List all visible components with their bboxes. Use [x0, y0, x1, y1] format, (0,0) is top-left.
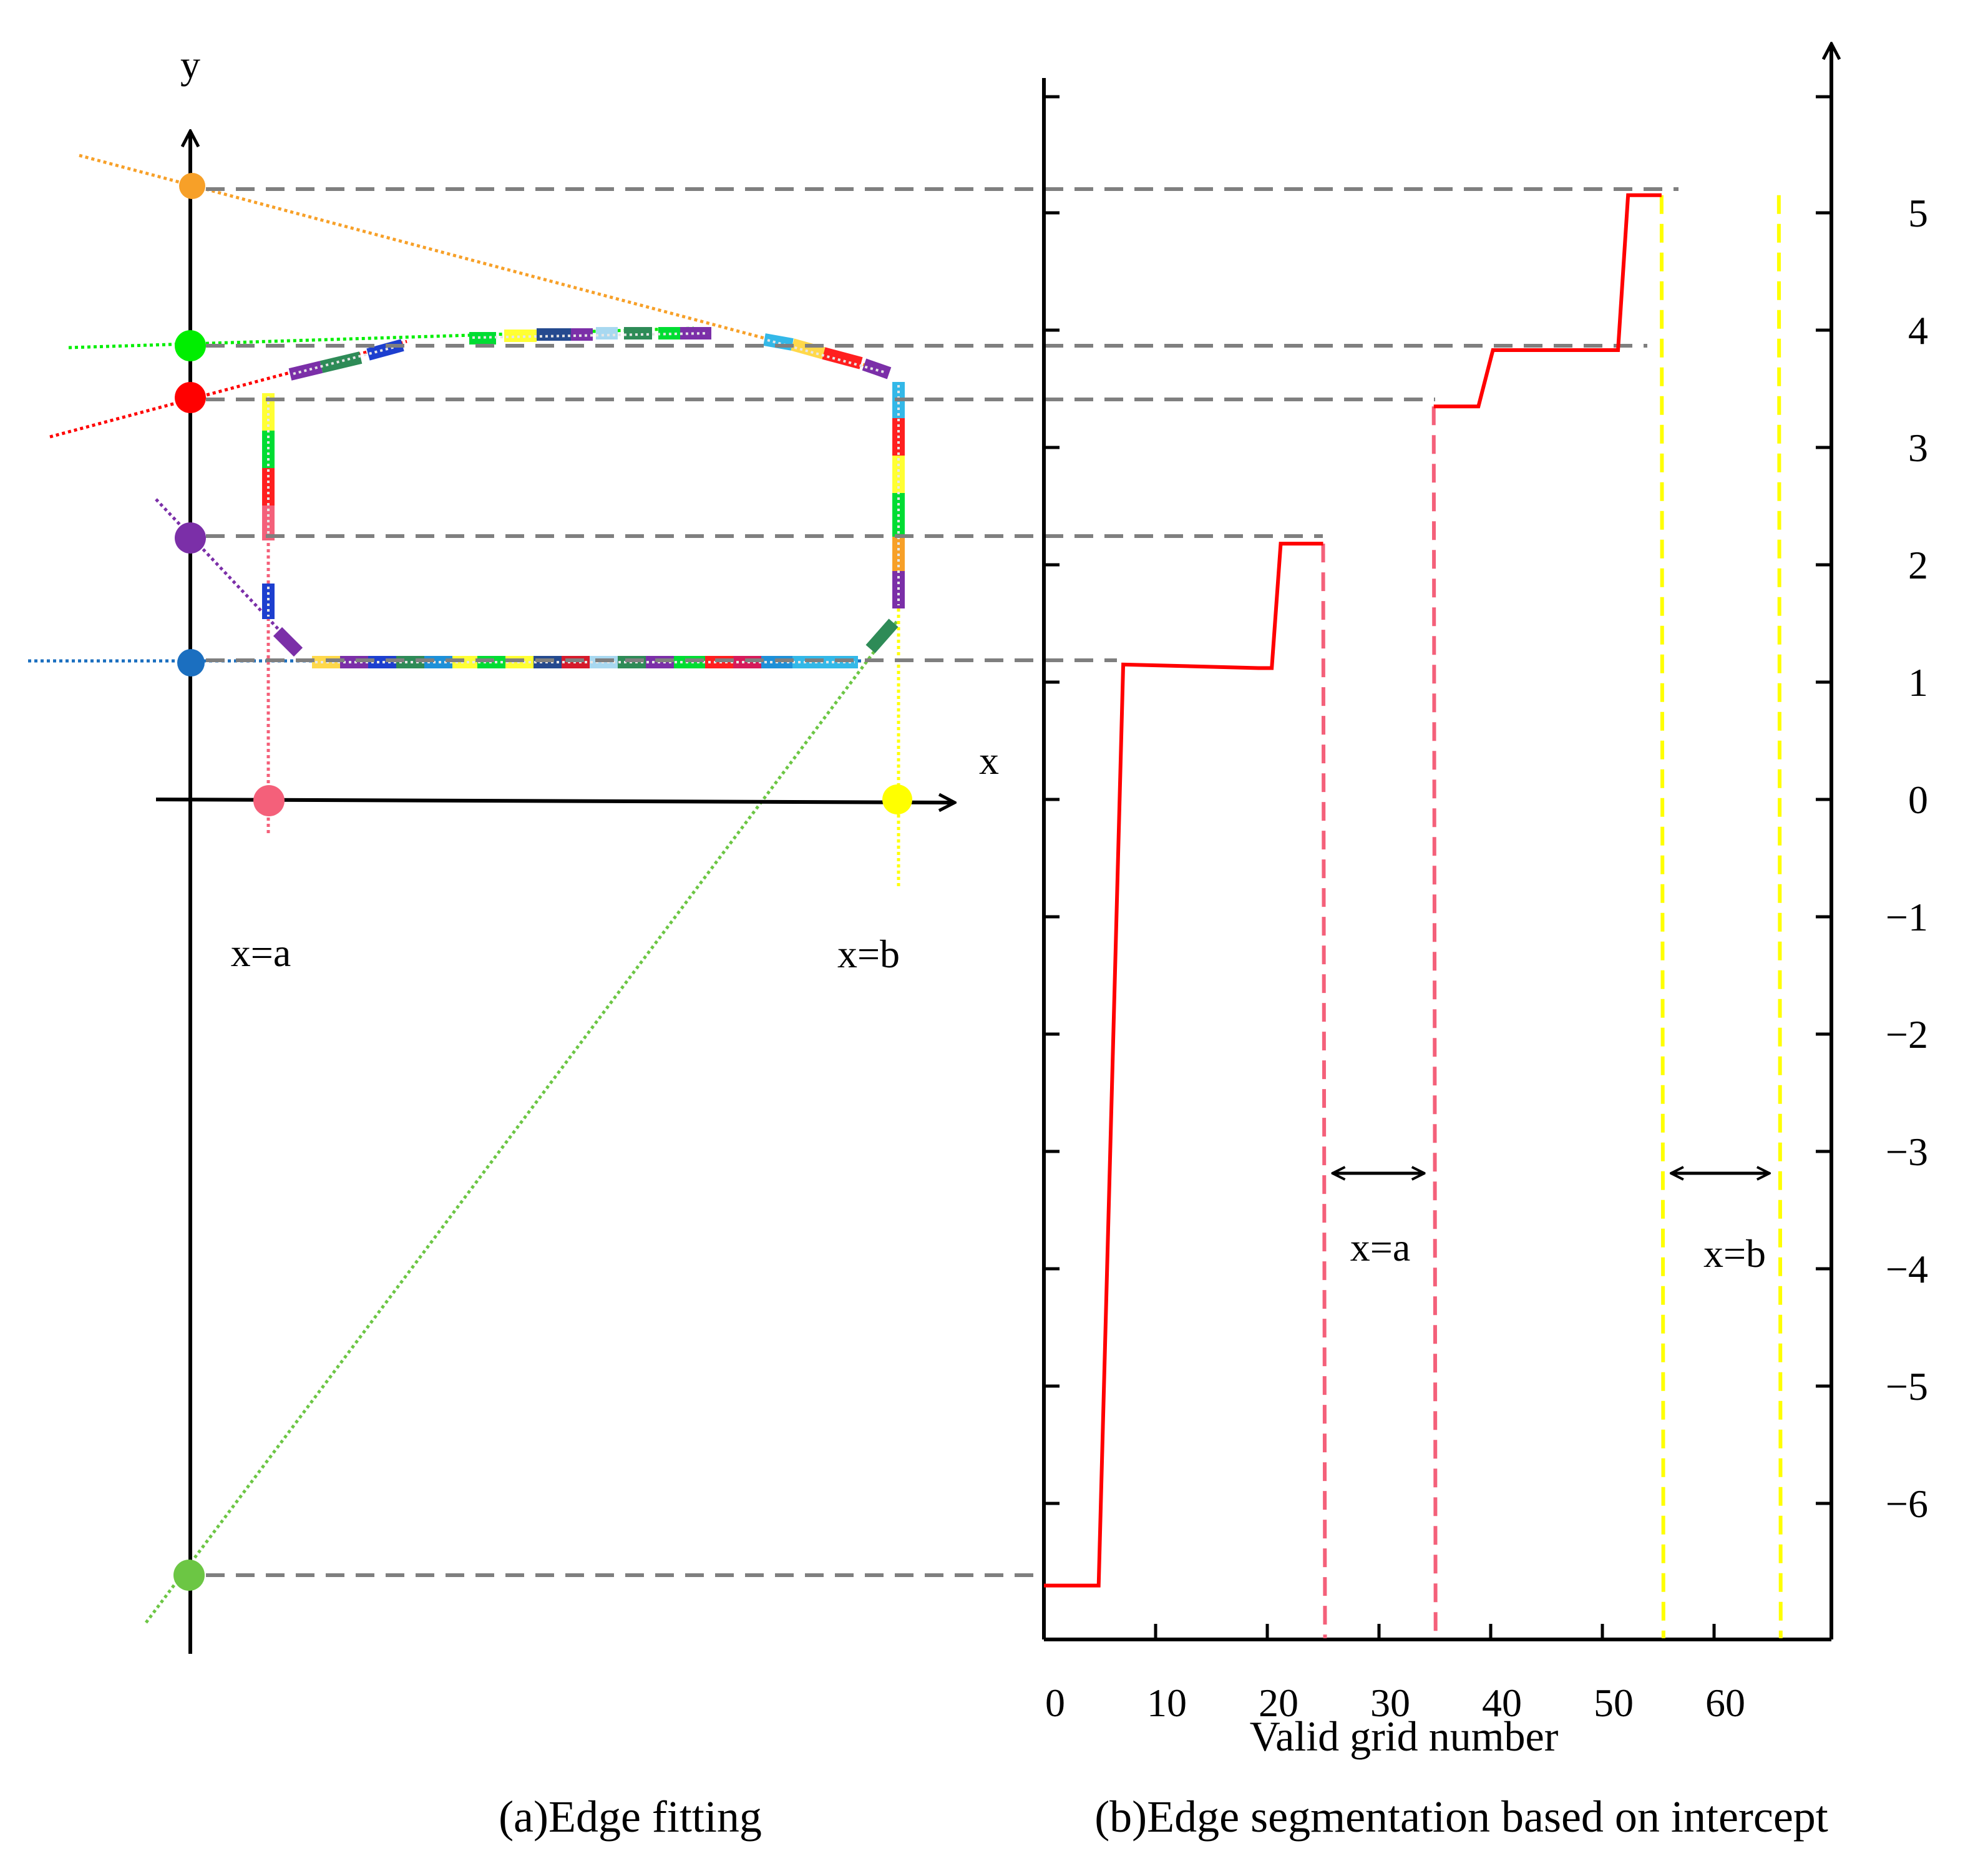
y-tick-label: −6 — [1886, 1482, 1928, 1526]
x-tick-label: 0 — [1045, 1681, 1065, 1725]
fit-line-purple — [155, 498, 300, 652]
y-tick-label: 1 — [1908, 660, 1928, 705]
intercept-dot-blue — [177, 649, 205, 677]
x-axis-label: x — [979, 738, 999, 783]
panel-b-x-b-label: x=b — [1703, 1231, 1766, 1276]
chart-markers — [1321, 195, 1783, 1639]
caption-b: (b)Edge segmentation based on intercept — [1094, 1792, 1828, 1842]
x-a-label: x=a — [231, 931, 291, 975]
y-axis-label: y — [180, 42, 200, 87]
y-tick-label: −4 — [1886, 1247, 1928, 1291]
y-tick-label: 5 — [1908, 191, 1928, 235]
x-a-dot — [253, 785, 285, 816]
chart-frame — [1042, 44, 1831, 1641]
intercept-dot-green — [175, 330, 206, 361]
edge-seg — [791, 338, 826, 359]
chart-series — [1044, 193, 1662, 1588]
x-tick-label: 60 — [1705, 1681, 1745, 1725]
edge-seg — [865, 618, 899, 653]
panel-a: y x x=a x=b — [28, 42, 999, 1654]
x-tick-label: 20 — [1259, 1681, 1299, 1725]
x-tick-label: 30 — [1370, 1681, 1410, 1725]
fitted-lines — [28, 154, 900, 1624]
x-b-right-bound — [1776, 195, 1783, 1639]
y-tick-label: −5 — [1886, 1364, 1928, 1409]
intercept-dot-lightgreen — [173, 1560, 205, 1591]
panel-b-x-axis-label: Valid grid number — [1250, 1712, 1559, 1760]
edge-seg — [822, 347, 863, 369]
x-tick-label: 50 — [1594, 1681, 1634, 1725]
caption-a: (a)Edge fitting — [499, 1792, 762, 1842]
y-tick-label: 3 — [1908, 426, 1928, 470]
x-a-left-bound — [1321, 544, 1327, 1639]
edge-seg — [273, 627, 303, 657]
intercept-dot-orange — [179, 173, 205, 199]
edge-segments — [262, 327, 905, 668]
y-tick-label: 0 — [1908, 778, 1928, 822]
y-tick-label: −3 — [1886, 1130, 1928, 1174]
x-tick-label: 10 — [1147, 1681, 1187, 1725]
x-axis — [155, 799, 955, 803]
x-b-dot — [882, 784, 912, 814]
fit-line-lightgreen — [145, 618, 900, 1624]
x-tick-label: 40 — [1482, 1681, 1522, 1725]
y-tick-label: −1 — [1886, 895, 1928, 939]
guide-lines — [206, 187, 1679, 1577]
intercept-dot-red — [175, 382, 206, 413]
series-line-2 — [1433, 193, 1662, 409]
series-line-1 — [1044, 542, 1323, 1588]
x-b-left-bound — [1659, 195, 1665, 1639]
x-b-label: x=b — [837, 932, 900, 976]
y-tick-label: 4 — [1908, 308, 1928, 353]
intercept-dot-purple — [175, 522, 206, 554]
x-a-right-bound — [1431, 406, 1438, 1639]
fit-line-green — [68, 326, 694, 349]
panel-b-x-a-label: x=a — [1350, 1225, 1411, 1269]
edge-segment-dots — [267, 332, 900, 663]
y-tick-label: 2 — [1908, 543, 1928, 587]
y-tick-label: −2 — [1886, 1012, 1928, 1057]
